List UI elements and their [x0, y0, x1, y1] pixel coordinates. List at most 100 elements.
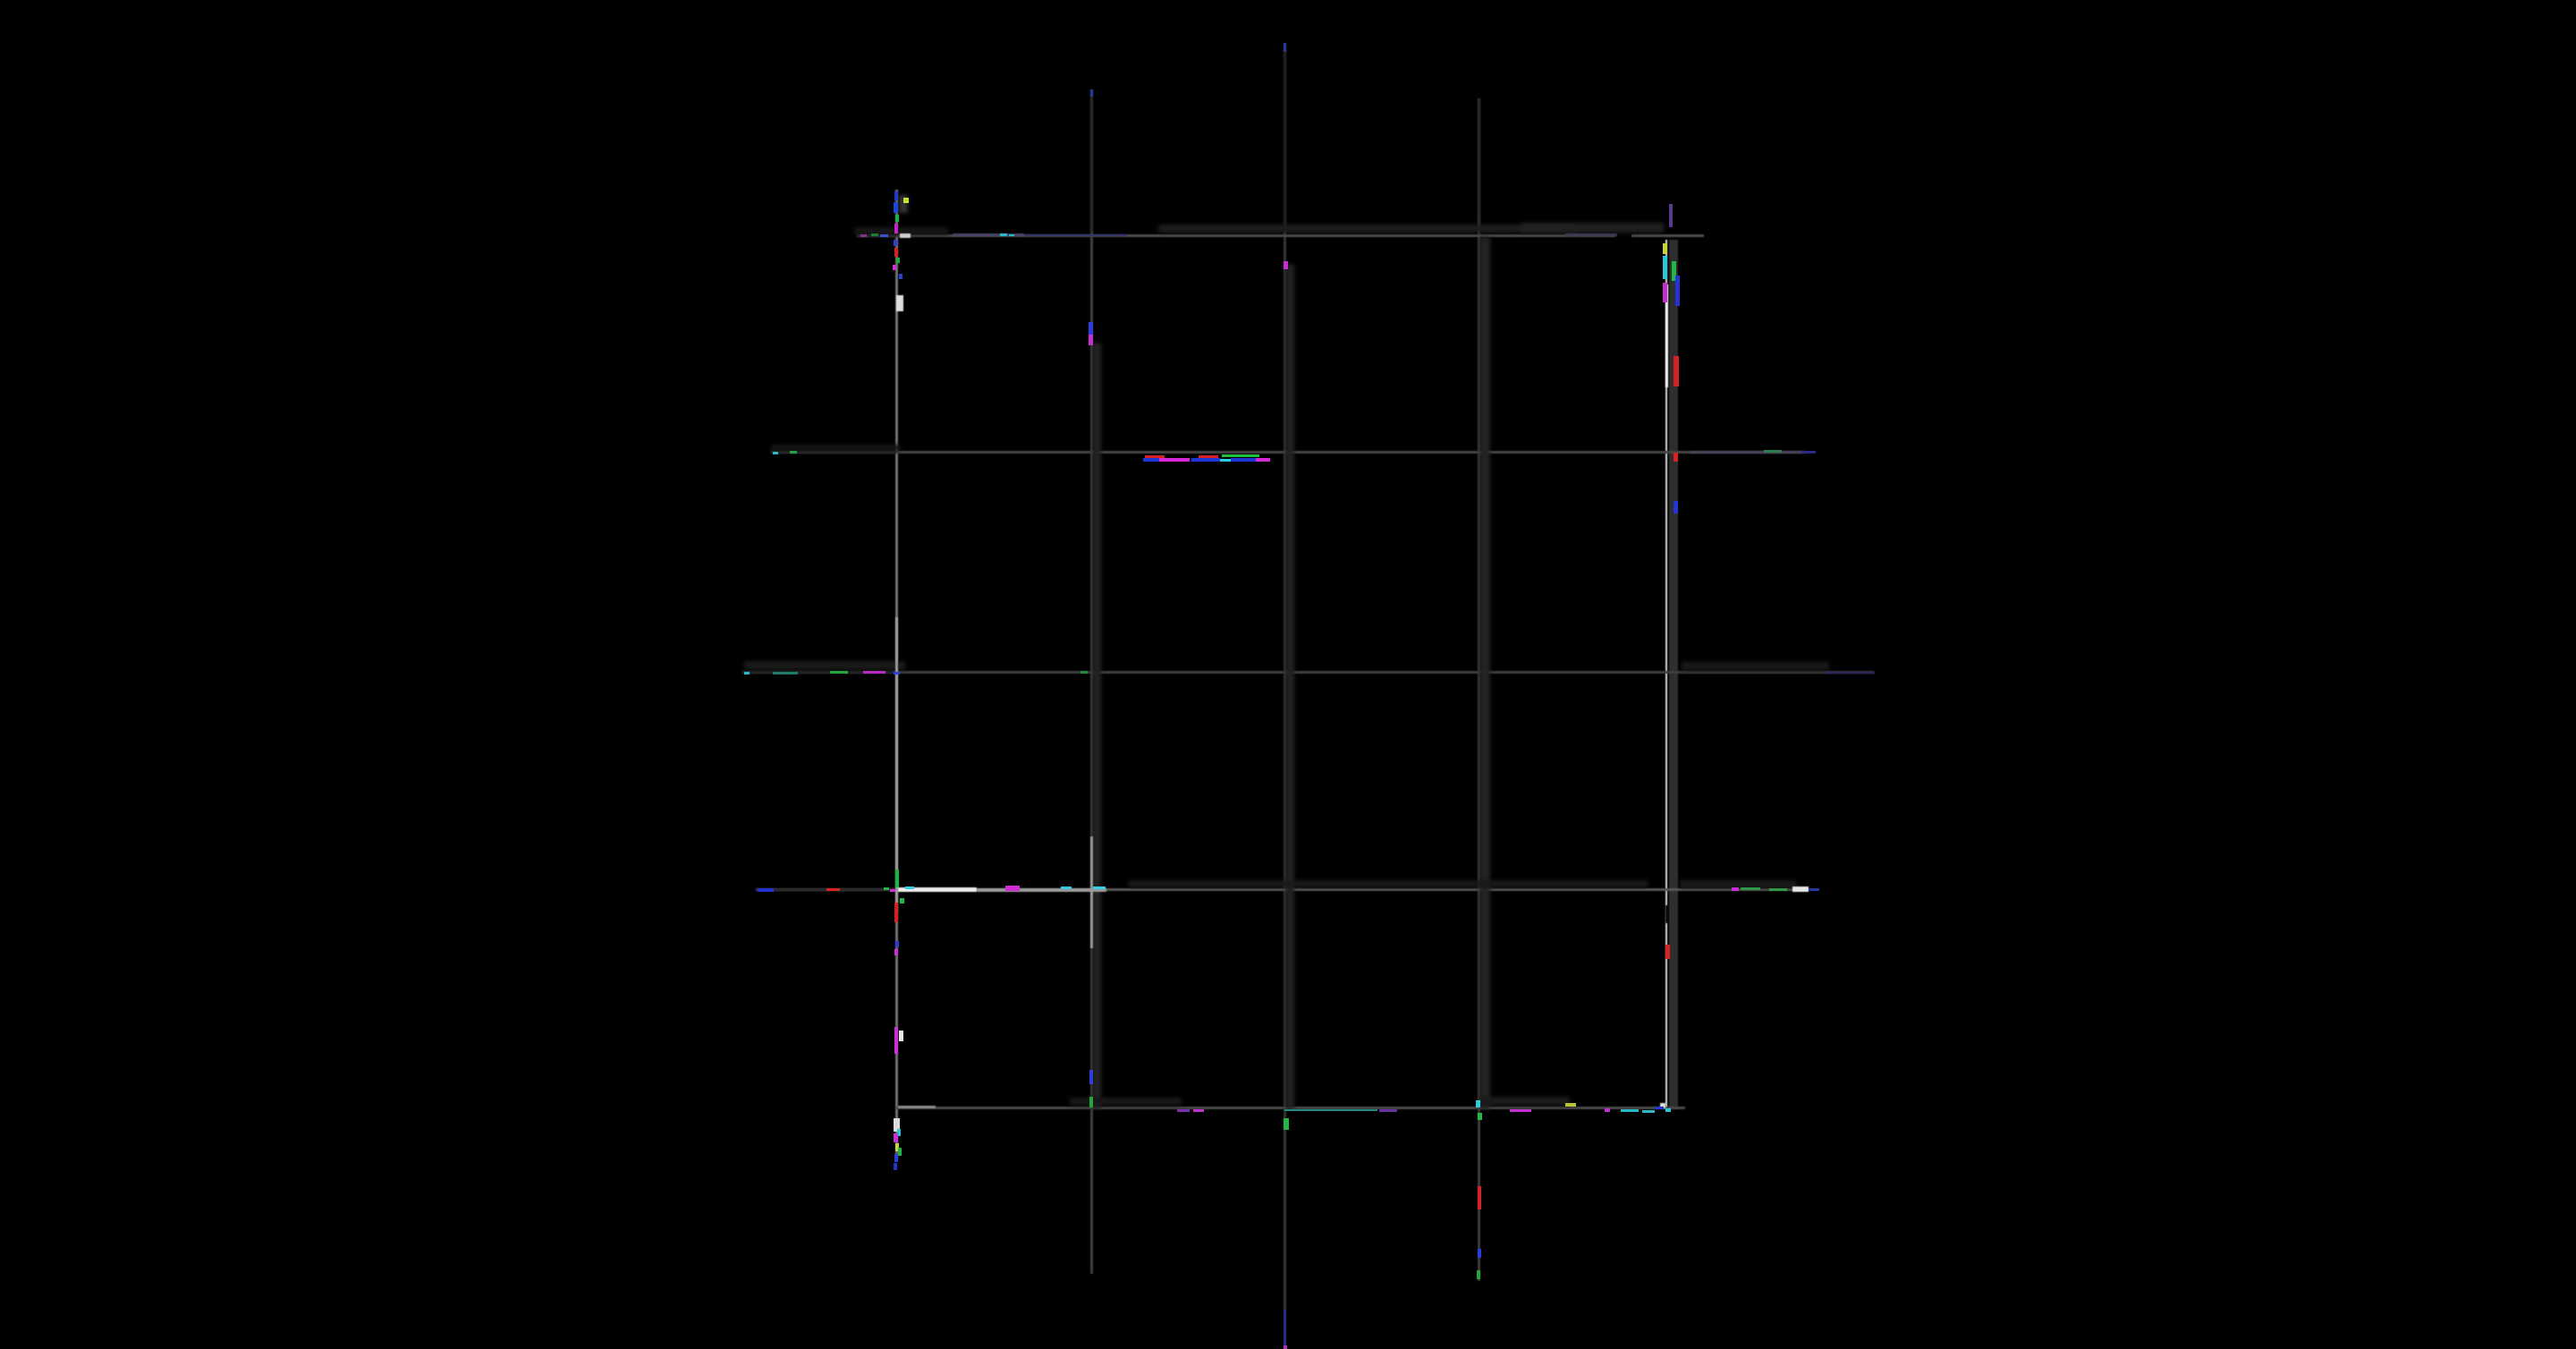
color-artifact: [1089, 1070, 1093, 1084]
color-artifact: [1565, 1103, 1576, 1107]
color-artifact: [894, 903, 898, 922]
color-artifact: [1663, 283, 1667, 302]
color-artifact: [871, 233, 878, 236]
color-artifact: [1145, 455, 1165, 458]
color-artifact: [903, 198, 909, 203]
line-shade: [1665, 905, 1668, 923]
soft-glow-band: [854, 227, 948, 235]
bright-segment: [895, 617, 898, 912]
line-shade: [1284, 43, 1286, 231]
grid-line-h1: [857, 234, 1704, 237]
color-artifact: [894, 202, 898, 213]
color-artifact: [1674, 453, 1678, 462]
color-artifact: [1663, 256, 1667, 279]
color-artifact: [773, 672, 798, 674]
color-artifact: [1177, 1109, 1190, 1112]
color-artifact: [896, 258, 900, 263]
color-artifact: [895, 215, 899, 222]
soft-glow-band: [1129, 880, 1648, 887]
color-artifact: [1477, 1270, 1480, 1279]
soft-glow-band: [771, 445, 901, 451]
color-artifact: [1764, 450, 1782, 453]
soft-glow-band: [1092, 343, 1101, 1109]
bright-segment: [977, 888, 1106, 892]
color-artifact: [863, 671, 886, 674]
color-artifact: [1231, 458, 1256, 462]
soft-glow-band: [1158, 225, 1579, 233]
color-artifact: [1669, 204, 1673, 227]
color-artifact: [1769, 888, 1787, 891]
color-artifact: [1256, 458, 1270, 462]
color-artifact: [758, 888, 774, 892]
color-artifact: [790, 451, 797, 454]
color-artifact: [895, 870, 899, 887]
color-artifact: [826, 888, 840, 891]
color-artifact: [894, 191, 898, 200]
bright-segment: [1565, 233, 1617, 236]
soft-glow-band: [1070, 1098, 1182, 1106]
color-artifact: [1510, 1109, 1531, 1112]
color-artifact: [894, 1154, 898, 1162]
color-artifact: [1284, 1345, 1287, 1349]
soft-glow-band: [1285, 264, 1294, 1109]
line-shade: [742, 671, 896, 674]
color-artifact: [893, 265, 896, 270]
color-artifact: [1009, 234, 1014, 236]
color-artifact: [1089, 335, 1093, 345]
line-shade: [1615, 232, 1631, 239]
color-artifact: [1005, 886, 1020, 891]
color-artifact: [1284, 261, 1288, 269]
color-artifact: [1741, 887, 1760, 890]
color-artifact: [1080, 671, 1088, 674]
soft-glow-band: [1480, 1097, 1570, 1106]
bright-segment: [896, 295, 903, 311]
bright-segment: [1690, 451, 1805, 454]
color-artifact: [1284, 43, 1286, 52]
grid-line-v2: [1090, 89, 1093, 1274]
bright-segment: [1660, 1103, 1665, 1108]
soft-glow-band: [899, 195, 908, 213]
color-artifact: [1199, 455, 1218, 458]
color-artifact: [1801, 451, 1816, 454]
color-artifact: [1663, 243, 1667, 254]
color-artifact: [894, 240, 897, 246]
color-artifact: [884, 887, 889, 890]
color-artifact: [1621, 1109, 1639, 1112]
color-artifact: [1379, 1109, 1397, 1112]
color-artifact: [1193, 1109, 1204, 1112]
color-artifact: [898, 1148, 902, 1156]
color-artifact: [1159, 458, 1190, 462]
color-artifact: [899, 1031, 903, 1041]
color-artifact: [1284, 1118, 1289, 1130]
soft-glow-band: [1682, 662, 1829, 670]
color-artifact: [1675, 276, 1680, 306]
color-artifact: [1655, 1107, 1664, 1109]
bright-segment: [898, 1106, 936, 1108]
color-artifact: [897, 1129, 901, 1136]
grid-line-v3: [1284, 43, 1286, 1311]
color-artifact: [1665, 1108, 1671, 1112]
color-artifact: [1143, 458, 1159, 462]
color-artifact: [1732, 887, 1739, 891]
grid-line-v4: [1478, 98, 1480, 1281]
soft-glow-band: [1479, 237, 1490, 1109]
color-artifact: [894, 949, 898, 955]
color-artifact: [1478, 1113, 1482, 1120]
bright-segment: [953, 233, 1024, 236]
color-artifact: [899, 274, 902, 279]
color-artifact: [860, 234, 867, 237]
color-artifact: [830, 671, 848, 674]
color-artifact: [1284, 1310, 1286, 1345]
bright-segment: [1792, 887, 1809, 892]
color-artifact: [1000, 233, 1007, 236]
color-artifact: [905, 887, 914, 889]
color-artifact: [895, 941, 899, 947]
color-artifact: [1061, 887, 1072, 889]
color-artifact: [1089, 322, 1093, 335]
color-artifact: [1089, 1097, 1093, 1107]
grid-line-h3: [742, 671, 1874, 674]
color-artifact: [880, 234, 888, 237]
color-artifact: [894, 248, 898, 257]
soft-glow-band: [1521, 223, 1664, 233]
